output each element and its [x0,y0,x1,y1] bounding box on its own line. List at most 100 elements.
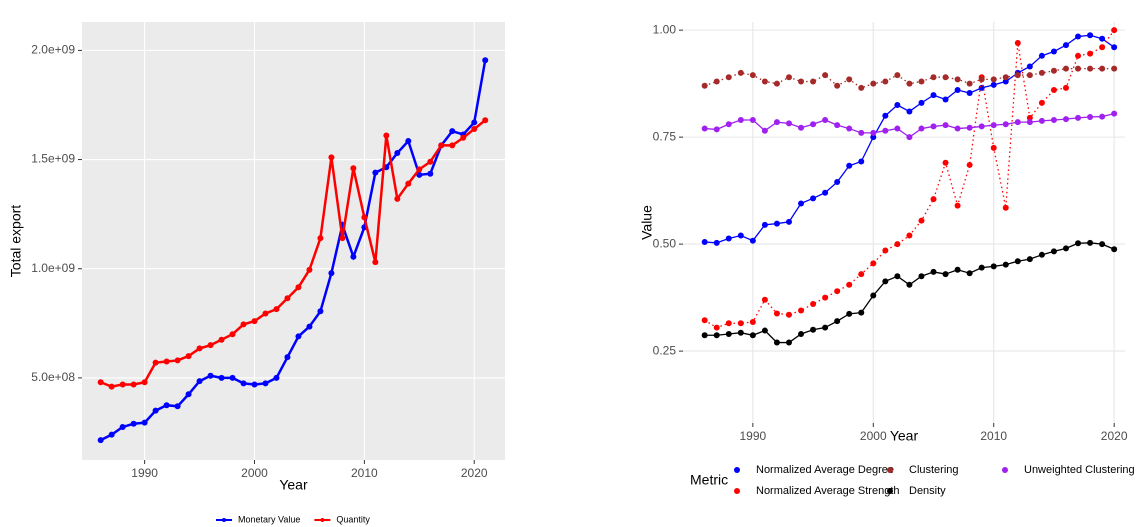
data-point [798,307,805,314]
data-point [822,189,829,196]
data-point [1002,78,1009,85]
legend-label: Monetary Value [238,514,300,524]
data-point [119,381,126,388]
legend-swatch [887,467,893,473]
data-point [882,278,889,285]
data-point [163,402,170,409]
data-point [108,431,115,438]
data-point [1062,65,1069,72]
data-point [240,380,247,387]
data-point [918,273,925,280]
data-point [1050,117,1057,124]
x-tick-label: 1990 [131,466,158,480]
data-point [822,72,829,79]
data-point [350,253,357,260]
data-point [317,308,324,315]
data-point [882,247,889,254]
data-point [761,327,768,334]
data-point [846,281,853,288]
data-point [119,424,126,431]
data-point [1014,39,1021,46]
x-tick-label: 2010 [980,429,1007,443]
data-point [785,74,792,81]
data-point [822,294,829,301]
y-tick-label: 5.0e+08 [31,370,75,384]
y-tick-label: 0.50 [653,236,677,250]
data-point [394,195,401,202]
data-point [1099,241,1106,248]
x-tick-label: 1990 [740,429,767,443]
data-point [966,124,973,131]
legend-label: Clustering [909,464,959,476]
data-point [1026,72,1033,79]
data-point [773,310,780,317]
data-point [108,383,115,390]
data-point [701,332,708,339]
data-point [218,336,225,343]
data-point [713,78,720,85]
data-point [930,196,937,203]
data-point [427,170,434,177]
data-point [701,125,708,132]
data-point [1087,239,1094,246]
data-point [1111,246,1118,253]
data-point [870,134,877,141]
data-point [942,96,949,103]
data-point [737,329,744,336]
data-point [725,121,732,128]
data-point [207,342,214,349]
data-point [1002,74,1009,81]
data-point [978,264,985,271]
x-tick-label: 2010 [351,466,378,480]
data-point [1062,42,1069,49]
data-point [1087,114,1094,121]
data-point [130,381,137,388]
data-point [834,179,841,186]
y-tick-label: 1.0e+09 [31,261,75,275]
data-point [1038,251,1045,258]
data-point [966,80,973,87]
data-point [846,310,853,317]
data-point [295,284,302,291]
data-point [858,309,865,316]
data-point [725,74,732,81]
data-point [306,266,313,273]
data-point [761,221,768,228]
data-point [798,200,805,207]
data-point [240,321,247,328]
x-tick-label: 2020 [461,466,488,480]
data-point [1111,110,1118,117]
data-point [894,72,901,79]
data-point [1002,261,1009,268]
legend-swatch [1002,467,1008,473]
data-point [185,353,192,360]
data-point [427,158,434,165]
data-point [785,339,792,346]
data-point [174,357,181,364]
data-point [749,72,756,79]
data-point [482,57,489,64]
data-point [749,319,756,326]
data-point [1111,65,1118,72]
data-point [785,311,792,318]
data-point [870,260,877,267]
data-point [1050,67,1057,74]
data-point [383,132,390,139]
data-point [906,281,913,288]
y-axis-title: Total export [8,205,24,277]
data-point [810,78,817,85]
data-point [1002,204,1009,211]
data-point [1087,32,1094,39]
legend-label: Unweighted Clustering [1024,464,1135,476]
data-point [229,331,236,338]
data-point [361,214,368,221]
plot-panel [683,22,1125,423]
data-point [773,119,780,126]
data-point [737,320,744,327]
data-point [810,121,817,128]
data-point [701,82,708,89]
data-point [810,326,817,333]
data-point [713,126,720,133]
data-point [761,296,768,303]
